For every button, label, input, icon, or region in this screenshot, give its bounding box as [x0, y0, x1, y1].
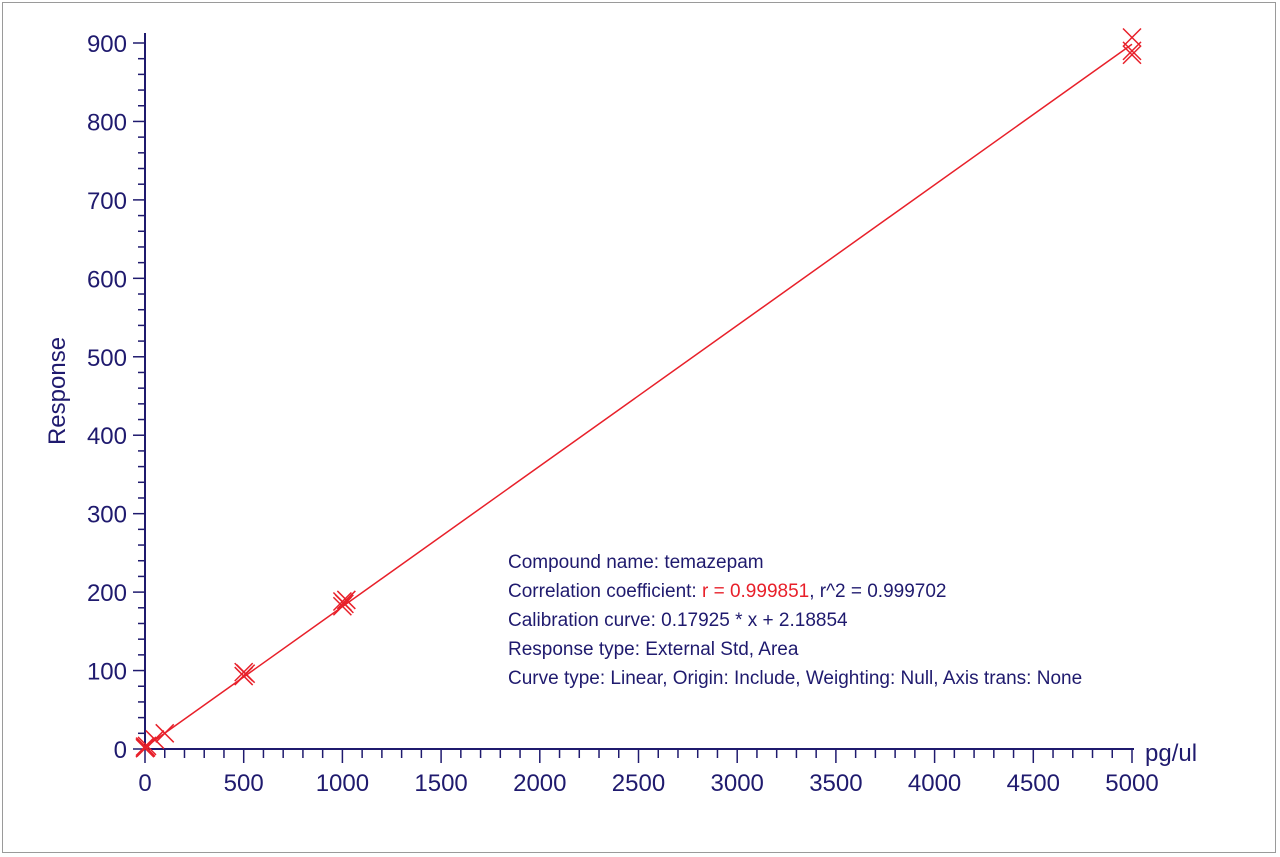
data-point [137, 736, 157, 756]
y-tick-label: 900 [87, 31, 127, 58]
data-point [336, 590, 356, 610]
calibration-info: Compound name: temazepam Correlation coe… [508, 552, 1082, 689]
ticks: 0 500 1000 1500 2000 2500 3000 3500 4000 4500 5000… [87, 31, 1159, 797]
fit-line [144, 43, 1133, 748]
correlation-r-value: r = 0.999851 [702, 581, 809, 602]
response-type: Response type: External Std, Area [508, 639, 799, 660]
compound-name: Compound name: temazepam [508, 552, 764, 573]
data-point [145, 730, 165, 750]
x-tick-label: 3500 [809, 770, 862, 797]
y-tick-label: 500 [87, 345, 127, 372]
correlation-coefficient: Correlation coefficient: r = 0.999851, r… [508, 581, 947, 602]
y-tick-label: 400 [87, 423, 127, 450]
data-point-stroke [137, 736, 157, 756]
x-tick-label: 1000 [316, 770, 369, 797]
y-tick-label: 600 [87, 266, 127, 293]
data-point-stroke [145, 730, 165, 750]
x-tick-label: 4500 [1007, 770, 1060, 797]
x-tick-label: 0 [138, 770, 151, 797]
y-tick-label: 700 [87, 188, 127, 215]
y-tick-label: 800 [87, 109, 127, 136]
y-axis-title: Response [44, 337, 71, 445]
data-point [1122, 41, 1142, 61]
data-point-stroke [155, 723, 175, 743]
x-tick-label: 2000 [513, 770, 566, 797]
data-point-stroke [1122, 41, 1142, 61]
y-tick-label: 300 [87, 502, 127, 529]
x-tick-label: 5000 [1105, 770, 1158, 797]
x-axis-title: pg/ul [1145, 740, 1197, 767]
data-point-stroke [334, 594, 354, 614]
data-point [334, 594, 354, 614]
data-point [155, 723, 175, 743]
calibration-curve: Calibration curve: 0.17925 * x + 2.18854 [508, 610, 848, 631]
correlation-prefix: Correlation coefficient: [508, 581, 702, 602]
y-tick-label: 0 [114, 737, 127, 764]
y-tick-label: 200 [87, 580, 127, 607]
fit-line-group [144, 43, 1133, 748]
curve-type: Curve type: Linear, Origin: Include, Wei… [508, 668, 1082, 689]
data-point [236, 664, 256, 684]
x-tick-label: 4000 [908, 770, 961, 797]
x-tick-label: 500 [224, 770, 264, 797]
data-point-stroke [236, 664, 256, 684]
calibration-chart: 0 500 1000 1500 2000 2500 3000 3500 4000 4500 5000… [44, 27, 1197, 797]
correlation-r2-value: , r^2 = 0.999702 [809, 581, 946, 602]
x-tick-label: 1500 [414, 770, 467, 797]
data-point-stroke [336, 590, 356, 610]
data-point-stroke [1122, 27, 1142, 48]
x-tick-label: 3000 [711, 770, 764, 797]
data-point-stroke [1122, 45, 1142, 65]
data-points [135, 27, 1142, 758]
x-tick-label: 2500 [612, 770, 665, 797]
y-tick-label: 100 [87, 659, 127, 686]
data-point [1122, 45, 1142, 65]
data-point [1122, 27, 1142, 48]
